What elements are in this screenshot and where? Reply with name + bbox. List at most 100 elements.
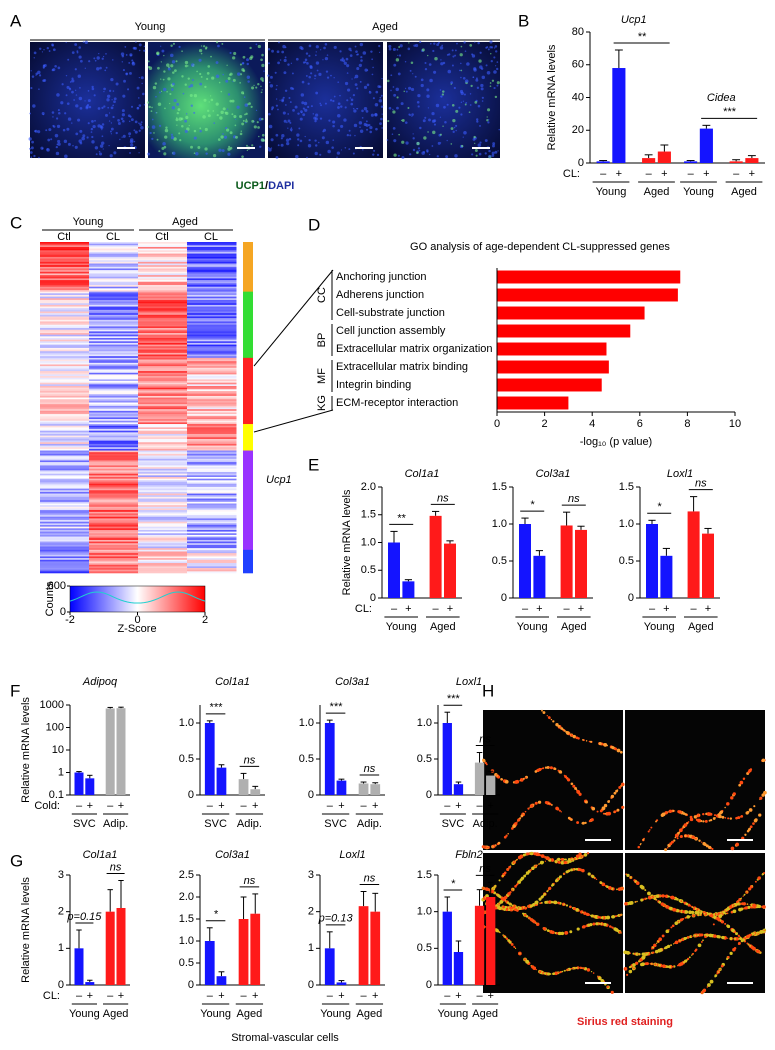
cell-dot: [193, 129, 197, 133]
fiber-dot: [530, 804, 534, 808]
heatmap-cell: [138, 253, 188, 256]
cell-dot: [474, 149, 478, 152]
cell-dot: [348, 129, 351, 132]
heatmap-cell: [187, 551, 237, 554]
heatmap-cell: [89, 256, 139, 259]
group-label: CC: [316, 287, 328, 303]
cell-dot: [354, 45, 357, 48]
fiber-dot: [551, 930, 555, 935]
fiber-dot: [561, 970, 564, 973]
fiber-dot: [672, 907, 677, 912]
cell-dot: [424, 116, 427, 119]
heatmap-cell: [89, 520, 139, 522]
heatmap-cell: [40, 443, 90, 446]
fiber-dot: [607, 800, 610, 803]
cell-dot: [41, 112, 45, 116]
heatmap-cell: [89, 427, 139, 430]
fiber-dot: [684, 813, 688, 816]
heatmap-cell: [89, 318, 139, 321]
category-label: –: [76, 990, 83, 1002]
cell-dot: [431, 145, 434, 147]
heatmap-cell: [89, 422, 139, 425]
cell-dot: [190, 84, 194, 88]
cell-dot: [72, 144, 74, 147]
fiber-dot: [665, 894, 668, 898]
heatmap-cell: [187, 533, 237, 536]
heatmap-cell: [89, 283, 139, 286]
heatmap-cell: [89, 534, 139, 537]
y-tick-label: 0: [426, 979, 432, 991]
heatmap-cell: [187, 417, 237, 420]
heatmap-cell: [138, 541, 188, 544]
cell-dot: [173, 137, 177, 141]
cell-dot: [184, 83, 187, 86]
heatmap-cell: [40, 529, 90, 532]
heatmap-cell: [187, 304, 237, 307]
fiber-dot: [576, 821, 580, 825]
heatmap-cell: [89, 263, 139, 266]
cell-dot: [162, 87, 167, 92]
heatmap-cell: [40, 541, 90, 544]
fiber-dot: [538, 863, 540, 865]
key-y-label: Counts: [44, 581, 56, 616]
heatmap-cell: [187, 359, 237, 362]
heatmap-cell: [40, 328, 90, 331]
cell-dot: [101, 123, 105, 126]
heatmap-cell: [89, 465, 139, 468]
cell-dot: [309, 65, 313, 70]
cell-dot: [458, 69, 461, 72]
fiber-dot: [686, 834, 690, 838]
heatmap-cell: [138, 551, 188, 554]
heatmap-cell: [138, 273, 188, 276]
fiber-dot: [502, 907, 507, 911]
heatmap-cell: [138, 546, 188, 549]
cell-dot: [355, 50, 358, 53]
cell-dot: [46, 46, 49, 50]
cell-dot: [440, 62, 444, 66]
cell-dot: [43, 49, 45, 51]
fiber-dot: [735, 842, 740, 847]
cell-dot: [336, 156, 338, 158]
cell-dot: [244, 103, 249, 107]
cell-dot: [52, 124, 55, 127]
cell-dot: [475, 154, 478, 157]
fiber-dot: [734, 937, 737, 940]
category-label: Adherens junction: [336, 289, 424, 301]
cell-dot: [102, 55, 105, 58]
cell-dot: [223, 135, 228, 139]
group-label: SVC: [442, 818, 465, 830]
y-tick-label: 0.5: [179, 957, 194, 969]
cell-dot: [278, 41, 280, 44]
cell-dot: [193, 111, 196, 114]
cell-dot: [349, 97, 351, 99]
cell-dot: [405, 141, 409, 145]
fiber-dot: [527, 906, 530, 909]
fiber-dot: [565, 904, 569, 907]
cell-dot: [90, 131, 93, 133]
heatmap-cell: [40, 334, 90, 337]
fiber-dot: [484, 761, 487, 765]
cell-dot: [376, 153, 380, 157]
fiber-dot: [500, 777, 503, 781]
cell-dot: [94, 59, 97, 62]
cell-dot: [398, 46, 401, 48]
category-label: –: [733, 168, 740, 180]
fiber-dot: [634, 901, 636, 903]
cell-dot: [163, 70, 166, 73]
cell-dot: [259, 145, 262, 148]
heatmap-cell: [138, 425, 188, 428]
heatmap-cell: [89, 473, 139, 476]
fiber-dot: [585, 853, 587, 856]
fiber-dot: [504, 895, 508, 900]
cell-dot: [397, 54, 399, 57]
fiber-dot: [557, 769, 560, 772]
fiber-dot: [716, 972, 719, 975]
cell-dot: [297, 144, 300, 147]
fiber-dot: [749, 825, 753, 829]
cell-dot: [452, 119, 456, 123]
heatmap-cell: [89, 515, 139, 518]
cell-dot: [289, 121, 292, 124]
fiber-dot: [606, 885, 609, 889]
cell-dot: [279, 99, 281, 101]
fiber-dot: [544, 855, 547, 859]
